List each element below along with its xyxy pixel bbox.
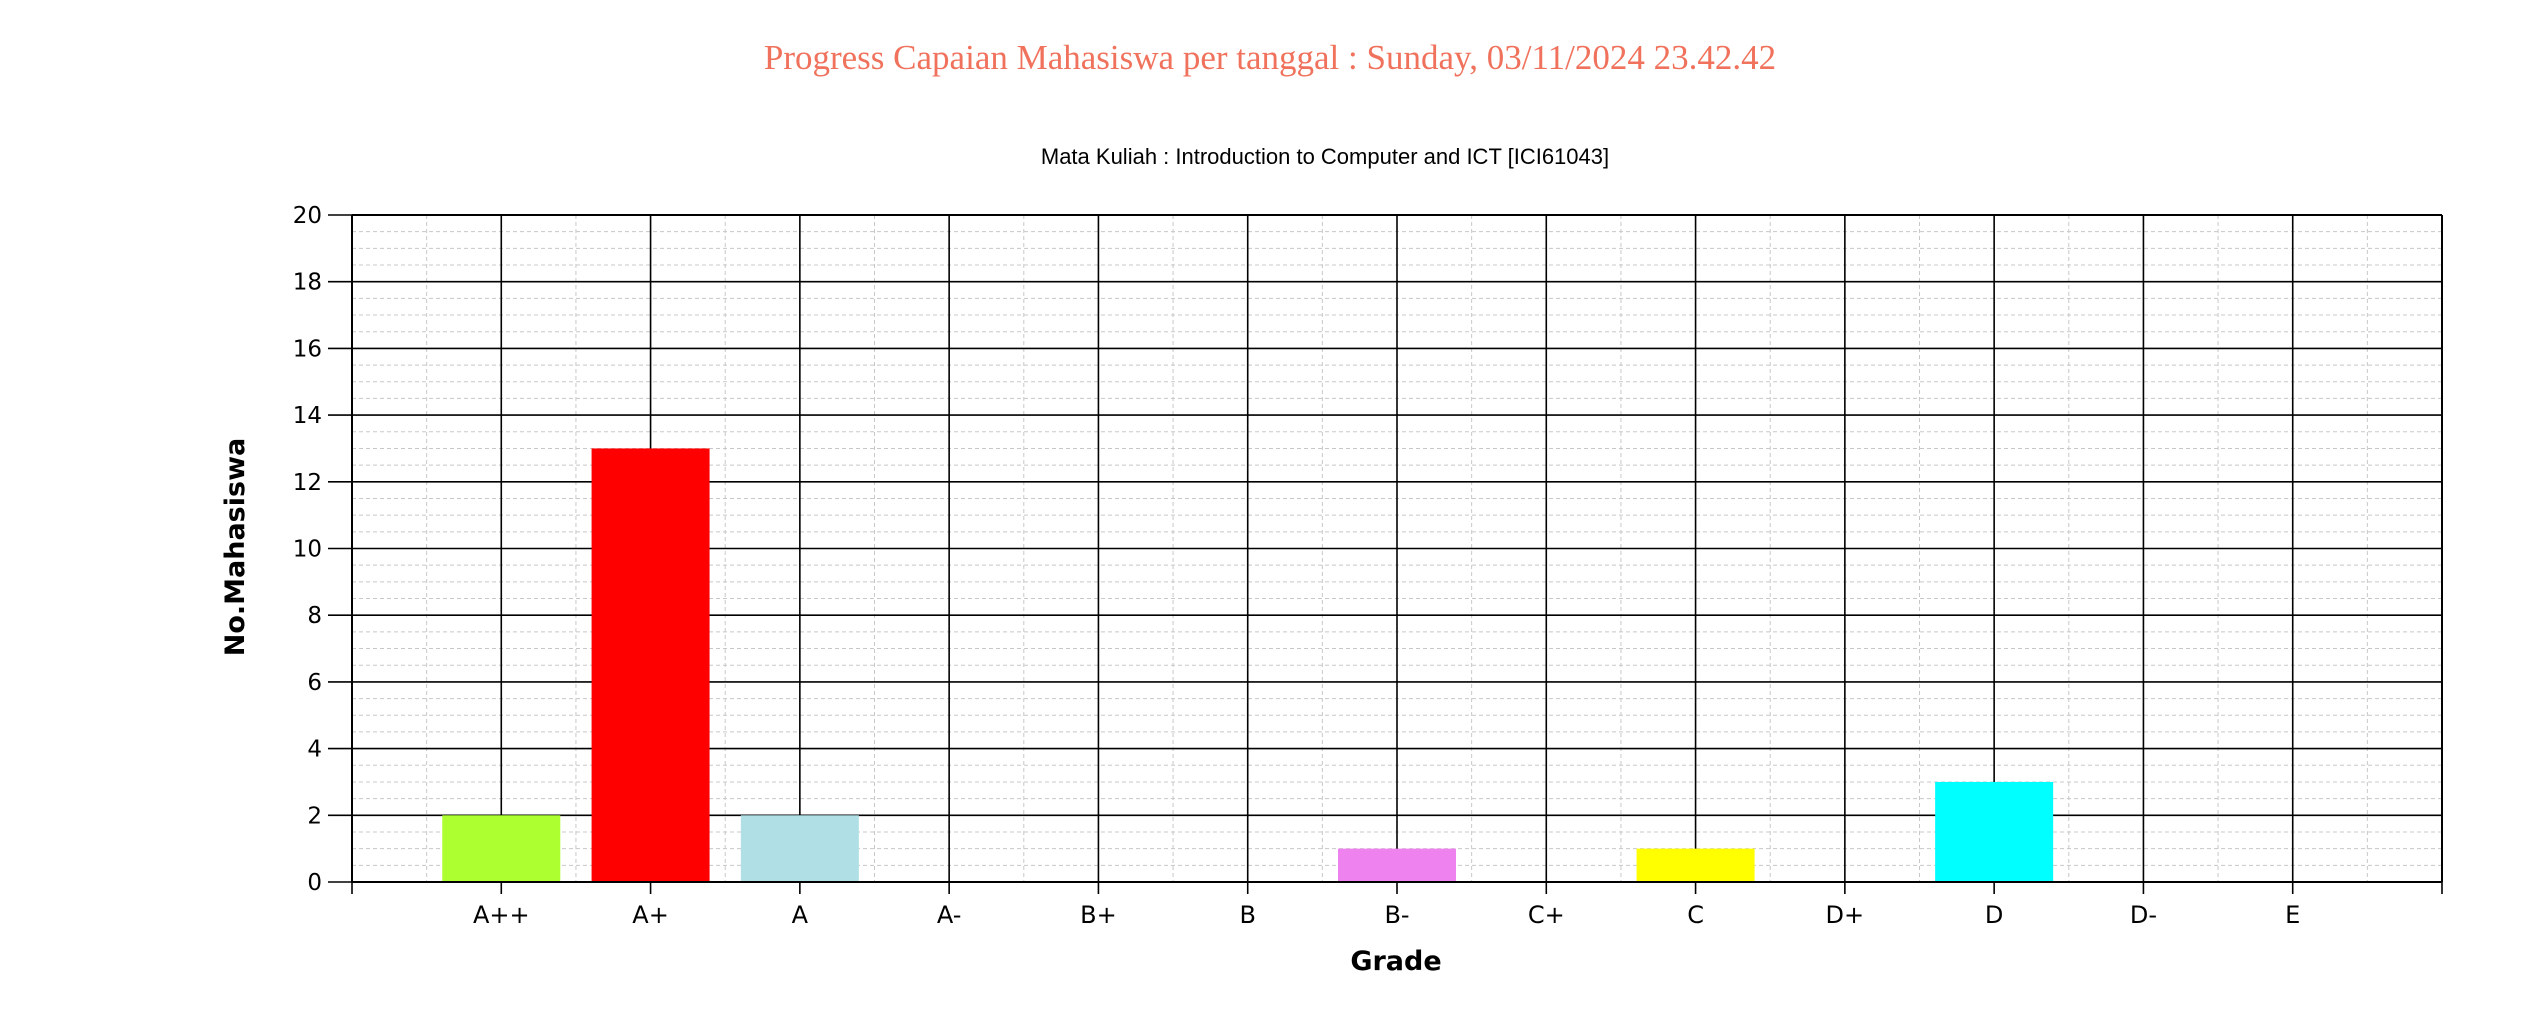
bar-d bbox=[1935, 781, 2054, 882]
y-tick-label: 16 bbox=[293, 336, 322, 362]
y-tick-label: 12 bbox=[293, 470, 322, 496]
chart-title: Mata Kuliah : Introduction to Computer a… bbox=[1041, 144, 1609, 169]
x-tick-label: B- bbox=[1384, 901, 1409, 929]
y-tick-label: 14 bbox=[293, 403, 322, 429]
bar-bminus bbox=[1338, 848, 1456, 882]
x-tick-label: A- bbox=[937, 901, 962, 929]
y-axis-label: No.Mahasiswa bbox=[220, 438, 251, 657]
x-tick-label: D+ bbox=[1826, 901, 1865, 929]
x-tick-label: D- bbox=[2130, 901, 2157, 929]
y-tick-label: 0 bbox=[307, 870, 322, 896]
x-axis-label: Grade bbox=[1350, 946, 1441, 977]
y-tick-label: 4 bbox=[307, 737, 322, 763]
plot-area: 0 2 4 6 8 10 12 14 16 18 20 A++ A+ A A- B+ B B- C+ C D+ D D- E bbox=[293, 203, 2443, 929]
x-tick-label: A++ bbox=[473, 901, 530, 929]
x-tick-label: D bbox=[1985, 901, 2003, 929]
y-tick-label: 10 bbox=[293, 537, 322, 563]
x-tick-label: E bbox=[2285, 901, 2300, 929]
page-title: Progress Capaian Mahasiswa per tanggal :… bbox=[763, 38, 1777, 77]
x-tick-label: B bbox=[1239, 901, 1255, 929]
y-tick-label: 8 bbox=[307, 603, 322, 629]
x-tick-label: C bbox=[1687, 901, 1704, 929]
y-tick-label: 2 bbox=[307, 803, 322, 829]
x-tick-label: A+ bbox=[632, 901, 669, 929]
y-tick-label: 20 bbox=[293, 203, 322, 229]
bar-a bbox=[740, 815, 859, 882]
x-tick-label: B+ bbox=[1080, 901, 1117, 929]
x-tick-label: C+ bbox=[1528, 901, 1565, 929]
bar-c bbox=[1636, 848, 1755, 882]
bar-aplusplus bbox=[442, 815, 561, 882]
y-tick-label: 6 bbox=[307, 670, 322, 696]
bar-aplus bbox=[591, 448, 710, 882]
y-tick-label: 18 bbox=[293, 270, 322, 296]
x-tick-label: A bbox=[792, 901, 809, 929]
